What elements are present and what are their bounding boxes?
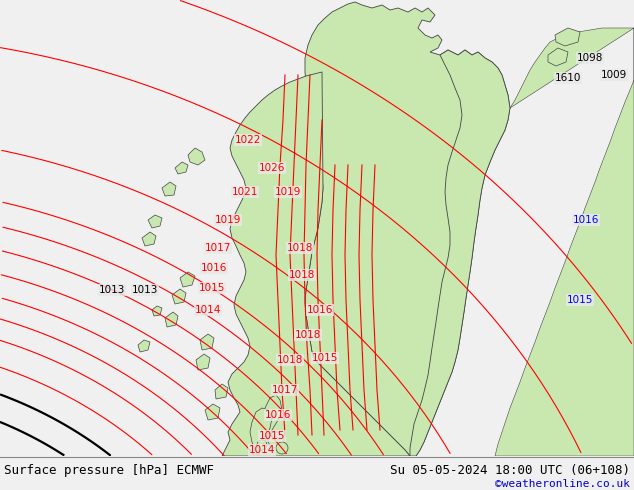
Text: 1016: 1016 bbox=[573, 215, 599, 225]
Polygon shape bbox=[175, 162, 188, 174]
Polygon shape bbox=[188, 148, 205, 165]
Text: 1021: 1021 bbox=[232, 187, 258, 197]
Text: 1015: 1015 bbox=[567, 295, 593, 305]
Text: 1015: 1015 bbox=[259, 431, 285, 441]
Text: 1026: 1026 bbox=[259, 163, 285, 173]
Polygon shape bbox=[250, 408, 272, 456]
Polygon shape bbox=[555, 28, 580, 46]
Text: 1019: 1019 bbox=[275, 187, 301, 197]
Polygon shape bbox=[200, 334, 214, 350]
Text: 1016: 1016 bbox=[201, 263, 227, 273]
Text: 1015: 1015 bbox=[312, 353, 338, 363]
Circle shape bbox=[257, 440, 267, 450]
Polygon shape bbox=[148, 215, 162, 228]
Text: 1018: 1018 bbox=[295, 330, 321, 340]
Polygon shape bbox=[162, 182, 176, 196]
Text: 1016: 1016 bbox=[265, 410, 291, 420]
Polygon shape bbox=[180, 272, 195, 287]
Text: 1022: 1022 bbox=[235, 135, 261, 145]
Text: 1015: 1015 bbox=[199, 283, 225, 293]
Text: 1610: 1610 bbox=[555, 73, 581, 83]
Polygon shape bbox=[410, 50, 510, 456]
Text: 1016: 1016 bbox=[307, 305, 333, 315]
Text: 1018: 1018 bbox=[287, 243, 313, 253]
Polygon shape bbox=[138, 340, 150, 352]
Text: 1013: 1013 bbox=[132, 285, 158, 295]
Circle shape bbox=[268, 432, 284, 448]
Polygon shape bbox=[205, 404, 220, 420]
Text: 1009: 1009 bbox=[601, 70, 627, 80]
Text: Su 05-05-2024 18:00 UTC (06+108): Su 05-05-2024 18:00 UTC (06+108) bbox=[390, 464, 630, 476]
Text: 1018: 1018 bbox=[277, 355, 303, 365]
Text: 1017: 1017 bbox=[272, 385, 298, 395]
Polygon shape bbox=[165, 312, 178, 327]
Polygon shape bbox=[152, 306, 162, 316]
Polygon shape bbox=[263, 395, 282, 440]
Polygon shape bbox=[142, 232, 156, 246]
Text: 1014: 1014 bbox=[195, 305, 221, 315]
Text: 1013: 1013 bbox=[99, 285, 125, 295]
Polygon shape bbox=[495, 28, 634, 456]
Text: 1019: 1019 bbox=[215, 215, 241, 225]
Polygon shape bbox=[548, 48, 568, 66]
Polygon shape bbox=[215, 384, 228, 399]
Polygon shape bbox=[196, 354, 210, 370]
Polygon shape bbox=[222, 72, 410, 456]
Text: 1018: 1018 bbox=[289, 270, 315, 280]
Text: 1017: 1017 bbox=[205, 243, 231, 253]
Text: 1098: 1098 bbox=[577, 53, 603, 63]
Text: Surface pressure [hPa] ECMWF: Surface pressure [hPa] ECMWF bbox=[4, 464, 214, 476]
Text: 1014: 1014 bbox=[249, 445, 275, 455]
Polygon shape bbox=[305, 2, 510, 456]
Text: ©weatheronline.co.uk: ©weatheronline.co.uk bbox=[495, 479, 630, 489]
Circle shape bbox=[276, 442, 288, 454]
Polygon shape bbox=[172, 289, 186, 304]
